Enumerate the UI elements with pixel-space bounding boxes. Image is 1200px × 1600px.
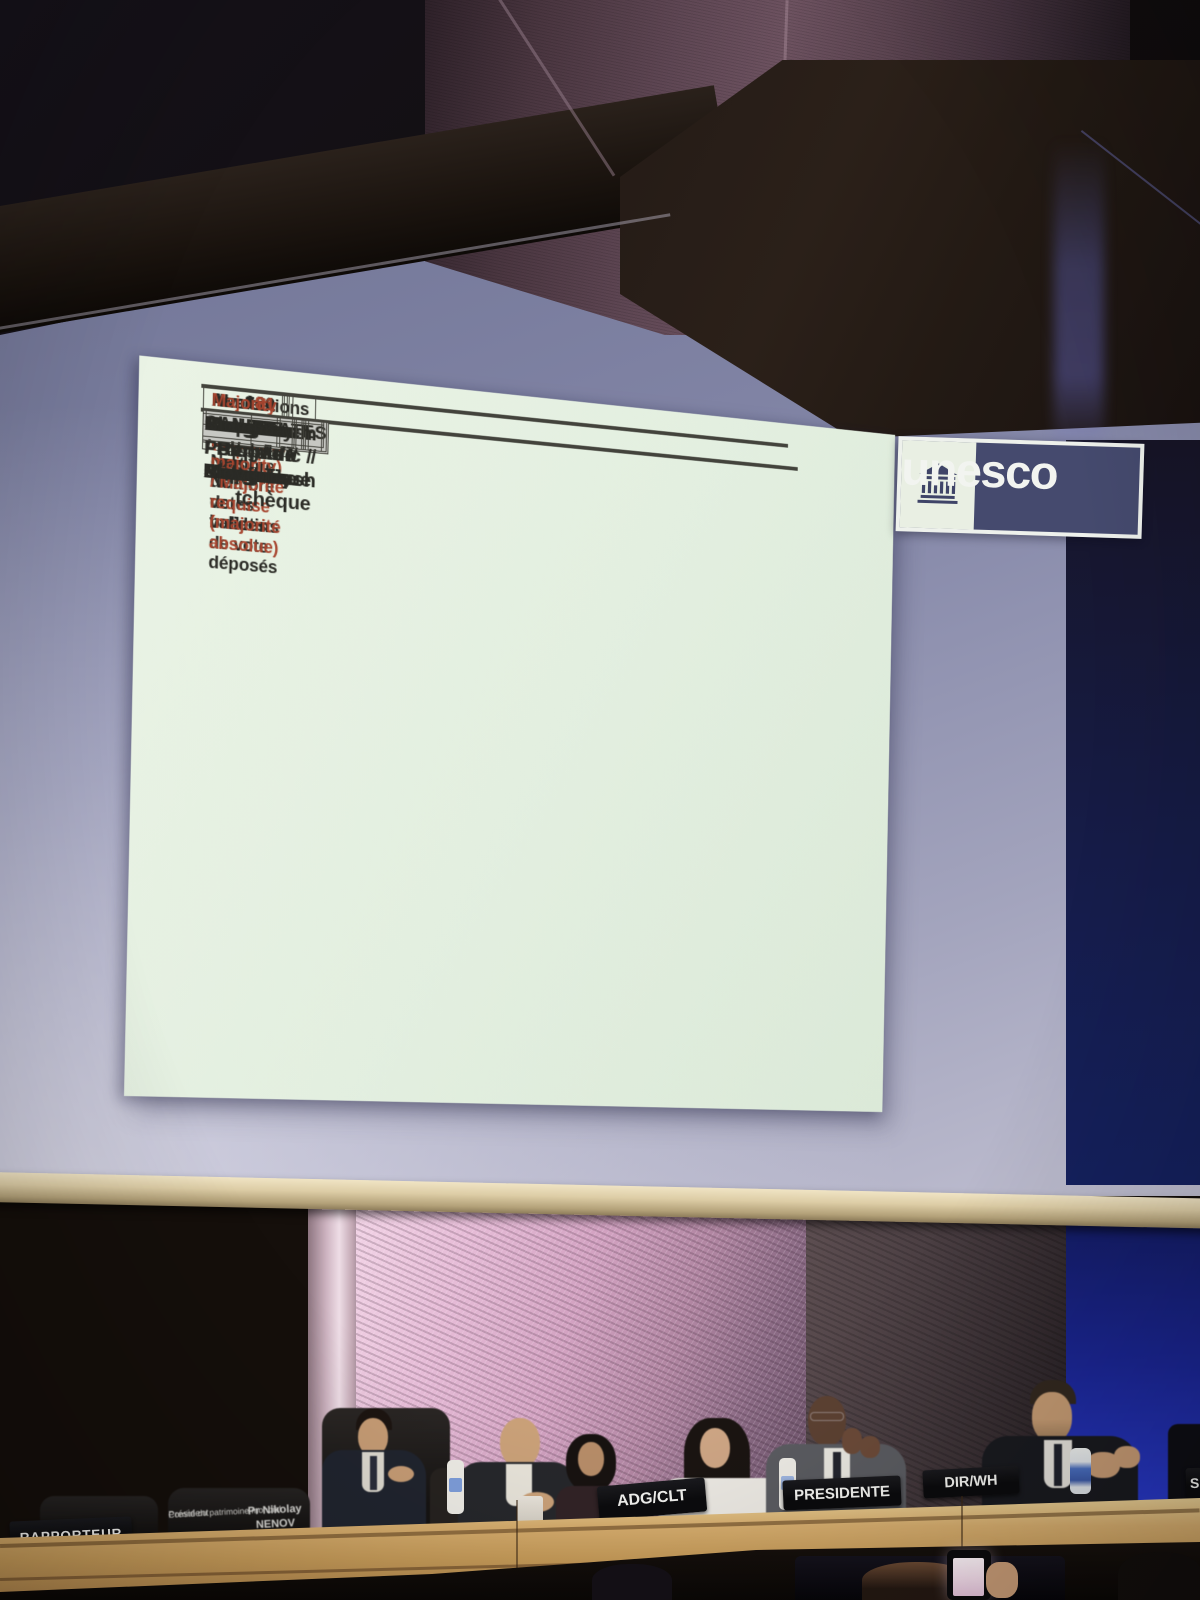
person-presidente — [808, 1396, 846, 1446]
water-bottle — [1070, 1448, 1091, 1494]
nameplate-partial: S — [1185, 1467, 1200, 1499]
person-adg-clt — [700, 1428, 730, 1468]
audience-head — [1118, 1552, 1200, 1600]
tie — [370, 1456, 377, 1490]
person-bald-man — [500, 1418, 540, 1468]
clapping-hands — [1114, 1446, 1140, 1468]
clapping-hands — [388, 1466, 414, 1482]
tie — [833, 1452, 841, 1492]
person-rapporteur-aide — [358, 1418, 388, 1456]
tie — [1054, 1444, 1062, 1486]
nameplate-adg-clt: ADG/CLT — [596, 1477, 708, 1521]
audience-head — [592, 1564, 672, 1600]
nameplate-presidente: PRESIDENTE — [782, 1475, 902, 1511]
blue-light-streak — [1054, 140, 1104, 455]
unesco-temple-icon — [899, 440, 977, 530]
right-wall — [1066, 440, 1200, 1185]
nameplate-dir-wh: DIR/WH — [922, 1465, 1020, 1499]
unesco-logo: unesco — [895, 436, 1145, 539]
hand-holding-phone — [986, 1562, 1018, 1598]
glasses — [810, 1412, 844, 1421]
smartphone-screen — [953, 1558, 984, 1596]
person-woman-behind — [578, 1442, 604, 1476]
clapping-hands — [842, 1428, 862, 1454]
person-dir-wh — [1032, 1392, 1072, 1442]
desk-joint — [516, 1500, 518, 1600]
bottle-label — [449, 1478, 462, 1492]
clapping-hands — [860, 1436, 880, 1458]
